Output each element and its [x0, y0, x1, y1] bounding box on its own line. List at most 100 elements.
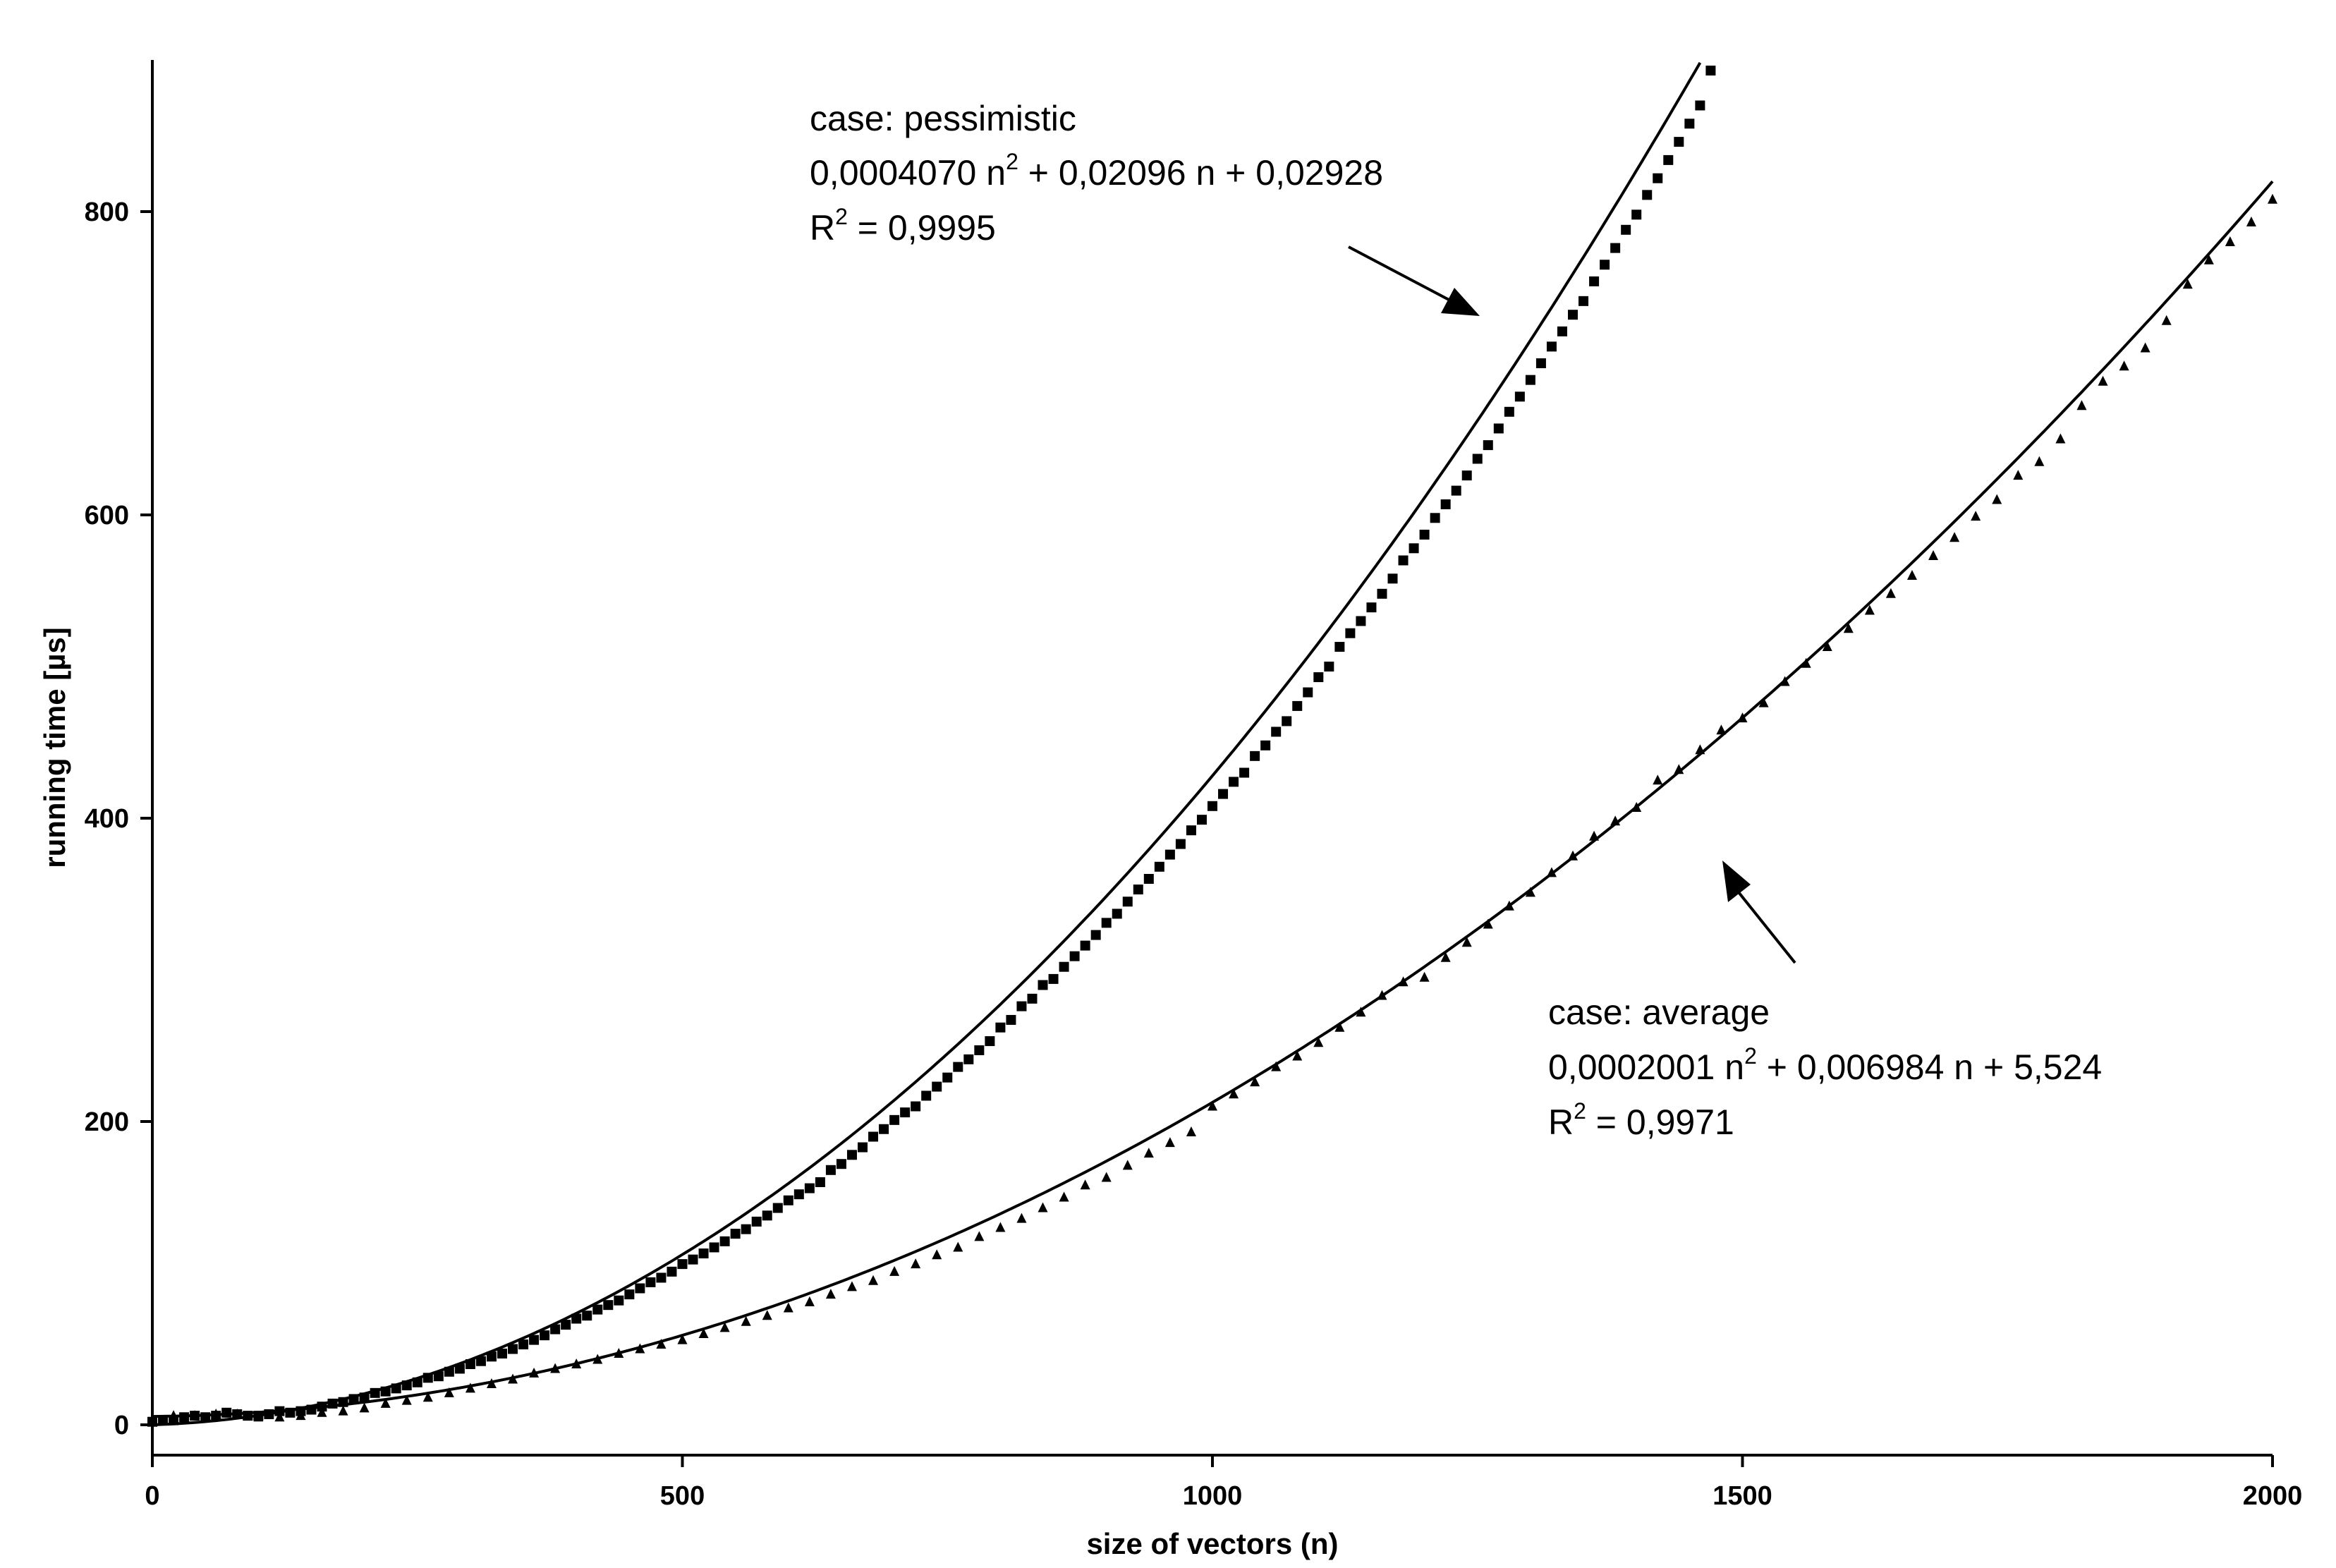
- data-point-average: [338, 1405, 348, 1416]
- x-axis-title: size of vectors (n): [1086, 1527, 1338, 1560]
- data-point-pessimistic: [582, 1311, 592, 1321]
- data-point-pessimistic: [486, 1351, 497, 1362]
- data-point-pessimistic: [1207, 801, 1217, 811]
- data-point-average: [1716, 724, 1727, 735]
- data-point-average: [2119, 360, 2129, 371]
- data-point-pessimistic: [900, 1107, 911, 1118]
- data-point-average: [1483, 918, 1493, 929]
- data-point-average: [1461, 937, 1472, 947]
- data-point-pessimistic: [1610, 243, 1621, 253]
- data-point-average: [1928, 550, 1939, 561]
- data-point-pessimistic: [953, 1062, 963, 1072]
- data-point-average: [1843, 623, 1854, 633]
- data-point-average: [2182, 279, 2193, 289]
- data-point-pessimistic: [1535, 358, 1546, 368]
- data-point-pessimistic: [1038, 980, 1048, 990]
- data-point-average: [2161, 315, 2172, 325]
- data-point-average: [1229, 1088, 1239, 1099]
- data-point-pessimistic: [1705, 66, 1716, 76]
- data-point-pessimistic: [465, 1359, 475, 1369]
- data-point-pessimistic: [359, 1392, 370, 1403]
- data-point-pessimistic: [1006, 1014, 1016, 1025]
- data-point-pessimistic: [719, 1236, 730, 1246]
- data-point-pessimistic: [529, 1335, 540, 1345]
- data-point-pessimistic: [772, 1203, 783, 1213]
- data-point-average: [1589, 830, 1600, 841]
- data-point-pessimistic: [698, 1248, 709, 1259]
- data-point-pessimistic: [1016, 1001, 1027, 1011]
- data-point-pessimistic: [1514, 391, 1525, 402]
- y-tick-label: 600: [85, 501, 129, 530]
- data-point-average: [2225, 236, 2235, 246]
- data-point-average: [571, 1359, 582, 1368]
- data-point-pessimistic: [1695, 100, 1705, 111]
- data-point-pessimistic: [868, 1131, 879, 1142]
- data-point-pessimistic: [995, 1022, 1006, 1033]
- data-point-pessimistic: [942, 1072, 953, 1083]
- data-point-pessimistic: [1175, 839, 1186, 849]
- data-point-pessimistic: [444, 1366, 454, 1377]
- data-point-average: [656, 1339, 667, 1349]
- data-point-pessimistic: [158, 1415, 169, 1426]
- data-point-pessimistic: [1409, 543, 1419, 554]
- annotation-pessimistic-r2: R2 = 0,9995: [810, 204, 996, 248]
- data-point-average: [1568, 850, 1578, 861]
- data-point-pessimistic: [1568, 310, 1578, 320]
- data-point-pessimistic: [1250, 750, 1260, 761]
- data-point-average: [698, 1328, 709, 1338]
- data-point-pessimistic: [1451, 485, 1461, 496]
- data-point-average: [401, 1394, 412, 1405]
- data-point-pessimistic: [1101, 918, 1112, 928]
- data-point-average: [1419, 971, 1430, 982]
- x-tick-label: 1500: [1713, 1481, 1772, 1511]
- data-point-pessimistic: [1048, 973, 1059, 984]
- data-point-average: [1101, 1172, 1112, 1182]
- data-point-average: [1292, 1050, 1303, 1061]
- data-point-pessimistic: [603, 1300, 614, 1311]
- data-point-pessimistic: [762, 1210, 772, 1221]
- data-point-average: [422, 1392, 433, 1402]
- data-points: [147, 66, 2277, 1427]
- data-point-pessimistic: [1059, 961, 1069, 972]
- data-point-pessimistic: [1356, 616, 1366, 626]
- data-point-pessimistic: [327, 1398, 338, 1409]
- data-point-average: [804, 1296, 815, 1306]
- annotation-average-case: case: average: [1548, 992, 1770, 1032]
- data-point-pessimistic: [1260, 740, 1271, 750]
- data-point-average: [508, 1373, 518, 1384]
- data-point-pessimistic: [433, 1371, 444, 1382]
- data-point-pessimistic: [412, 1377, 422, 1387]
- data-point-average: [2055, 433, 2066, 444]
- data-point-pessimistic: [614, 1295, 624, 1306]
- data-point-average: [1822, 641, 1832, 652]
- data-point-pessimistic: [401, 1380, 412, 1391]
- data-point-average: [635, 1343, 645, 1354]
- data-point-average: [995, 1222, 1006, 1232]
- data-point-pessimistic: [391, 1383, 401, 1394]
- data-point-pessimistic: [1154, 861, 1164, 872]
- data-point-pessimistic: [1282, 716, 1292, 727]
- data-point-pessimistic: [741, 1224, 751, 1234]
- data-point-pessimistic: [677, 1259, 688, 1270]
- data-point-pessimistic: [921, 1090, 932, 1101]
- data-point-pessimistic: [1186, 825, 1196, 836]
- data-point-average: [2246, 217, 2256, 227]
- data-point-pessimistic: [656, 1272, 667, 1283]
- data-point-pessimistic: [624, 1289, 635, 1300]
- data-point-pessimistic: [1133, 885, 1143, 895]
- data-point-average: [211, 1408, 221, 1418]
- data-point-pessimistic: [200, 1412, 211, 1423]
- annotation-pessimistic-equation: 0,0004070 n2 + 0,02096 n + 0,02928: [810, 149, 1383, 193]
- annotation-average: case: average 0,0002001 n2 + 0,006984 n …: [1548, 861, 2102, 1142]
- data-point-pessimistic: [540, 1330, 550, 1341]
- data-point-average: [1949, 532, 1960, 542]
- data-point-pessimistic: [1674, 137, 1684, 147]
- data-point-pessimistic: [1557, 326, 1567, 336]
- annotation-average-r2: R2 = 0,9971: [1548, 1098, 1734, 1142]
- y-tick-label: 800: [85, 197, 129, 227]
- fit-curves: [152, 61, 2274, 1426]
- data-point-pessimistic: [1589, 276, 1600, 286]
- data-point-average: [190, 1410, 200, 1421]
- data-point-pessimistic: [561, 1320, 571, 1330]
